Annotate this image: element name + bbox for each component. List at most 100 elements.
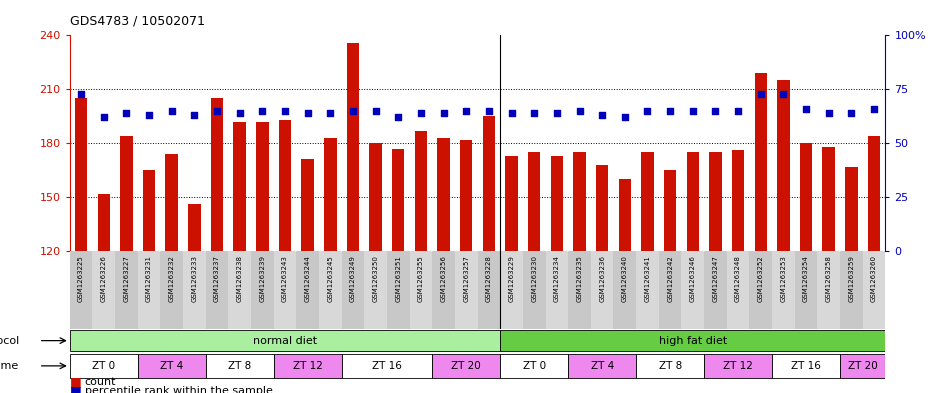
Point — [368, 108, 383, 114]
Text: ZT 4: ZT 4 — [160, 361, 183, 371]
Bar — [772, 251, 795, 329]
Text: ZT 20: ZT 20 — [848, 361, 878, 371]
Text: GSM1263235: GSM1263235 — [577, 255, 582, 302]
Text: high fat diet: high fat diet — [658, 336, 727, 345]
Point — [277, 108, 292, 114]
Bar — [551, 156, 563, 251]
Text: GSM1263253: GSM1263253 — [780, 255, 787, 302]
Bar — [618, 179, 631, 251]
Point — [776, 90, 790, 97]
Bar — [437, 138, 450, 251]
Bar — [115, 251, 138, 329]
Bar — [256, 122, 269, 251]
Bar — [341, 354, 432, 378]
Text: ZT 4: ZT 4 — [591, 361, 614, 371]
Text: ZT 0: ZT 0 — [523, 361, 546, 371]
Point — [572, 108, 587, 114]
Bar — [840, 251, 863, 329]
Text: ZT 8: ZT 8 — [228, 361, 251, 371]
Bar — [642, 152, 654, 251]
Text: ZT 16: ZT 16 — [372, 361, 402, 371]
Point — [550, 110, 565, 116]
Text: GSM1263244: GSM1263244 — [305, 255, 311, 302]
Bar — [636, 354, 704, 378]
Text: GSM1263248: GSM1263248 — [735, 255, 741, 302]
Point — [300, 110, 315, 116]
Point — [255, 108, 270, 114]
Text: ZT 8: ZT 8 — [658, 361, 682, 371]
Bar — [568, 354, 636, 378]
Point — [187, 112, 202, 118]
Text: GSM1263259: GSM1263259 — [848, 255, 855, 302]
Text: GSM1263254: GSM1263254 — [804, 255, 809, 302]
Bar — [297, 251, 319, 329]
Point — [844, 110, 858, 116]
Bar — [324, 138, 337, 251]
Text: ■: ■ — [70, 375, 82, 389]
Text: GSM1263257: GSM1263257 — [463, 255, 470, 302]
Bar — [211, 98, 223, 251]
Bar — [704, 354, 772, 378]
Bar — [432, 251, 455, 329]
Text: percentile rank within the sample: percentile rank within the sample — [85, 386, 272, 393]
Bar — [74, 98, 87, 251]
Bar — [596, 165, 608, 251]
Point — [323, 110, 338, 116]
Text: GSM1263258: GSM1263258 — [826, 255, 831, 302]
Text: GSM1263228: GSM1263228 — [485, 255, 492, 302]
Point — [165, 108, 179, 114]
Point — [414, 110, 429, 116]
Text: GSM1263252: GSM1263252 — [758, 255, 764, 302]
Text: ZT 16: ZT 16 — [791, 361, 821, 371]
Bar — [166, 154, 178, 251]
Bar — [279, 120, 291, 251]
Text: GSM1263246: GSM1263246 — [690, 255, 696, 302]
Text: GSM1263232: GSM1263232 — [168, 255, 175, 302]
Bar — [183, 251, 206, 329]
Bar — [387, 251, 409, 329]
Text: ZT 12: ZT 12 — [724, 361, 753, 371]
Text: GSM1263245: GSM1263245 — [327, 255, 333, 302]
Point — [504, 110, 519, 116]
Bar — [528, 152, 540, 251]
Text: GSM1263230: GSM1263230 — [531, 255, 538, 302]
Bar — [614, 251, 636, 329]
Text: protocol: protocol — [0, 336, 20, 345]
Bar — [483, 116, 495, 251]
Bar — [840, 354, 885, 378]
Point — [753, 90, 768, 97]
Bar — [777, 80, 790, 251]
Bar — [188, 204, 201, 251]
Point — [73, 90, 88, 97]
Text: GSM1263247: GSM1263247 — [712, 255, 719, 302]
Bar — [347, 42, 359, 251]
Bar — [664, 170, 676, 251]
Bar — [726, 251, 750, 329]
Bar — [863, 251, 885, 329]
Bar — [750, 251, 772, 329]
Bar — [251, 251, 273, 329]
Text: GDS4783 / 10502071: GDS4783 / 10502071 — [70, 15, 205, 28]
Point — [640, 108, 655, 114]
Bar — [138, 354, 206, 378]
Text: count: count — [85, 377, 116, 387]
Bar — [92, 251, 115, 329]
Point — [232, 110, 247, 116]
Bar — [817, 251, 840, 329]
Text: GSM1263229: GSM1263229 — [509, 255, 514, 302]
Point — [526, 110, 541, 116]
Text: ZT 12: ZT 12 — [293, 361, 323, 371]
Bar — [206, 354, 273, 378]
Point — [708, 108, 723, 114]
Bar — [432, 354, 500, 378]
Bar — [591, 251, 614, 329]
Text: ZT 0: ZT 0 — [92, 361, 115, 371]
Bar — [795, 251, 817, 329]
Bar — [392, 149, 405, 251]
Bar — [686, 152, 699, 251]
Text: normal diet: normal diet — [253, 336, 317, 345]
Text: GSM1263237: GSM1263237 — [214, 255, 220, 302]
Point — [663, 108, 678, 114]
Point — [141, 112, 156, 118]
Bar — [658, 251, 682, 329]
